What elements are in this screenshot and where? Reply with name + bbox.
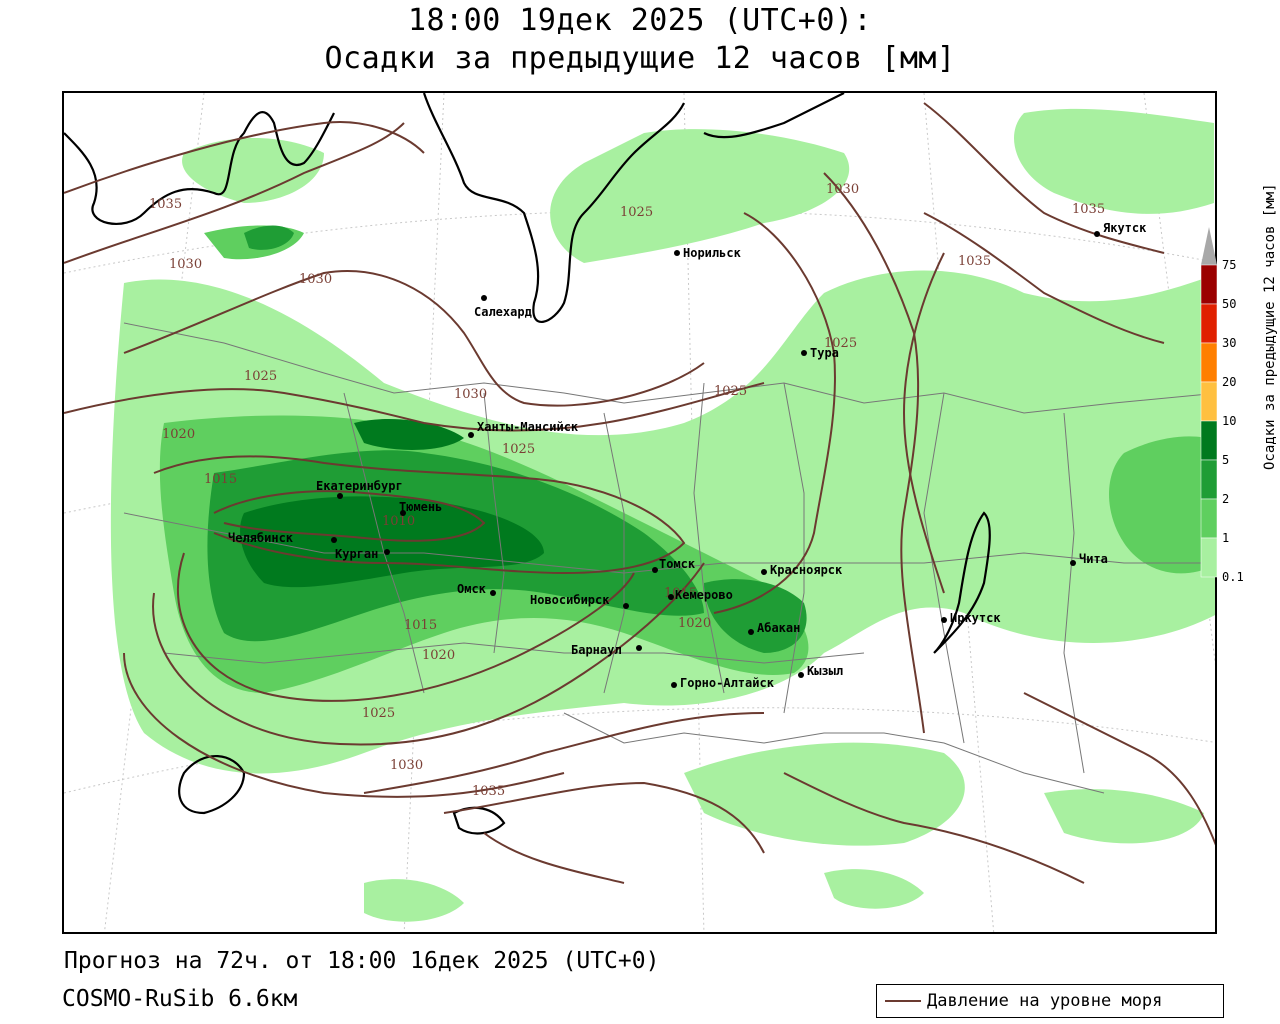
isobar-label: 1025 [714,384,747,399]
city-dot-khanty [468,432,474,438]
map-title-variable: Осадки за предыдущие 12 часов [мм] [324,41,956,76]
city-dot-kyzyl [798,672,804,678]
isobar-label: 1030 [826,182,859,197]
isobar-label: 1035 [472,784,505,799]
city-dot-tura [801,350,807,356]
city-label-novosibirsk: Новосибирск [530,593,610,607]
precip-very-heavy [240,418,544,588]
forecast-map: 1035 1030 1030 1025 1020 1015 1030 1025 … [62,91,1217,934]
isobar-label: 1025 [502,442,535,457]
city-dot-abakan [748,629,754,635]
colorbar-tick: 0.1 [1222,570,1244,584]
map-title-time: 18:00 19дек 2025 (UTC+0): [407,3,873,38]
city-label-kyzyl: Кызыл [807,664,843,678]
colorbar-tick: 50 [1222,297,1237,311]
model-name: COSMO-RuSib 6.6км [62,986,298,1012]
colorbar-box-c50_75 [1200,264,1218,305]
colorbar-title: Осадки за предыдущие 12 часов [мм] [1262,183,1278,470]
coastlines [64,93,991,835]
city-dot-norilsk [674,250,680,256]
colorbar-box-c5_10 [1200,420,1218,461]
city-label-omsk: Омск [457,582,487,596]
isobar-labels: 1035 1030 1030 1025 1020 1015 1030 1025 … [149,182,1105,799]
isobars [64,102,1215,884]
city-dot-irkutsk [941,617,947,623]
isobar-label: 1010 [382,514,415,529]
isobar-label: 1020 [422,648,455,663]
pressure-legend: Давление на уровне моря [876,984,1224,1018]
isobar-label: 1035 [1072,202,1105,217]
city-label-tomsk: Томск [659,557,696,571]
city-label-ekaterinburg: Екатеринбург [316,479,403,493]
colorbar-boxes [1200,264,1218,578]
city-dot-kemerovo [668,594,674,600]
city-dot-tomsk [652,567,658,573]
colorbar-tick: 2 [1222,492,1230,506]
colorbar-box-c1_2 [1200,498,1218,539]
city-dot-ekaterinburg [337,493,343,499]
city-dot-chita [1070,560,1076,566]
colorbar-over-triangle [1201,227,1217,265]
precip-colorbar [1200,227,1218,578]
isobar-label: 1025 [824,336,857,351]
city-dot-omsk [490,590,496,596]
region-boundaries [123,322,1215,794]
city-label-tura: Тура [810,346,839,360]
colorbar-tick: 10 [1222,414,1237,428]
city-label-khanty: Ханты-Мансийск [477,420,579,434]
isobar-label: 1030 [390,758,423,773]
colorbar-tick: 1 [1222,531,1230,545]
city-label-abakan: Абакан [757,621,800,635]
forecast-info: Прогноз на 72ч. от 18:00 16дек 2025 (UTC… [64,948,660,974]
isobar-label: 1030 [169,257,202,272]
pressure-legend-label: Давление на уровне моря [927,991,1163,1011]
city-label-yakutsk: Якутск [1103,221,1147,235]
colorbar-tick: 5 [1222,453,1230,467]
city-label-chita: Чита [1079,552,1108,566]
city-label-tyumen: Тюмень [399,500,442,514]
isobar-label: 1030 [454,387,487,402]
isobar-label: 1025 [362,706,395,721]
city-label-chelyabinsk: Челябинск [228,531,294,545]
city-label-kemerovo: Кемерово [675,588,733,602]
isobar-label: 1015 [204,472,237,487]
colorbar-box-c2_5 [1200,459,1218,500]
city-dot-chelyabinsk [331,537,337,543]
city-dot-tyumen [400,510,406,516]
colorbar-box-c10_20 [1200,381,1218,422]
isobar-label: 1025 [620,205,653,220]
city-dot-gorno [671,682,677,688]
isobar-label: 1035 [149,197,182,212]
city-label-kurgan: Курган [335,547,378,561]
isobar-label: 1020 [678,616,711,631]
isobar-label: 1025 [244,369,277,384]
city-dot-novosibirsk [623,603,629,609]
isobar-label: 1030 [299,272,332,287]
isobar-label: 1035 [958,254,991,269]
city-label-krasnoyarsk: Красноярск [770,563,843,577]
colorbar-tick: 30 [1222,336,1237,350]
city-label-salekhard: Салехард [474,305,532,319]
city-label-gorno: Горно-Алтайск [680,676,775,690]
city-dot-kurgan [384,549,390,555]
colorbar-tick: 20 [1222,375,1237,389]
map-canvas: 1035 1030 1030 1025 1020 1015 1030 1025 … [64,93,1215,932]
isobar-label: 1015 [404,618,437,633]
city-dot-salekhard [481,295,487,301]
pressure-legend-line [885,1000,921,1002]
colorbar-box-c30_50 [1200,303,1218,344]
colorbar-box-c01_1 [1200,537,1218,578]
city-label-barnaul: Барнаул [571,643,622,657]
city-dot-barnaul [636,645,642,651]
city-label-irkutsk: Иркутск [950,611,1001,625]
isobar-label: 1020 [162,427,195,442]
city-label-norilsk: Норильск [683,246,742,260]
city-dot-krasnoyarsk [761,569,767,575]
colorbar-tick: 75 [1222,258,1237,272]
city-dot-yakutsk [1094,231,1100,237]
city-markers: Норильск Якутск Салехард Тура Ханты-Мансийск… [228,221,1147,690]
colorbar-box-c20_30 [1200,342,1218,383]
